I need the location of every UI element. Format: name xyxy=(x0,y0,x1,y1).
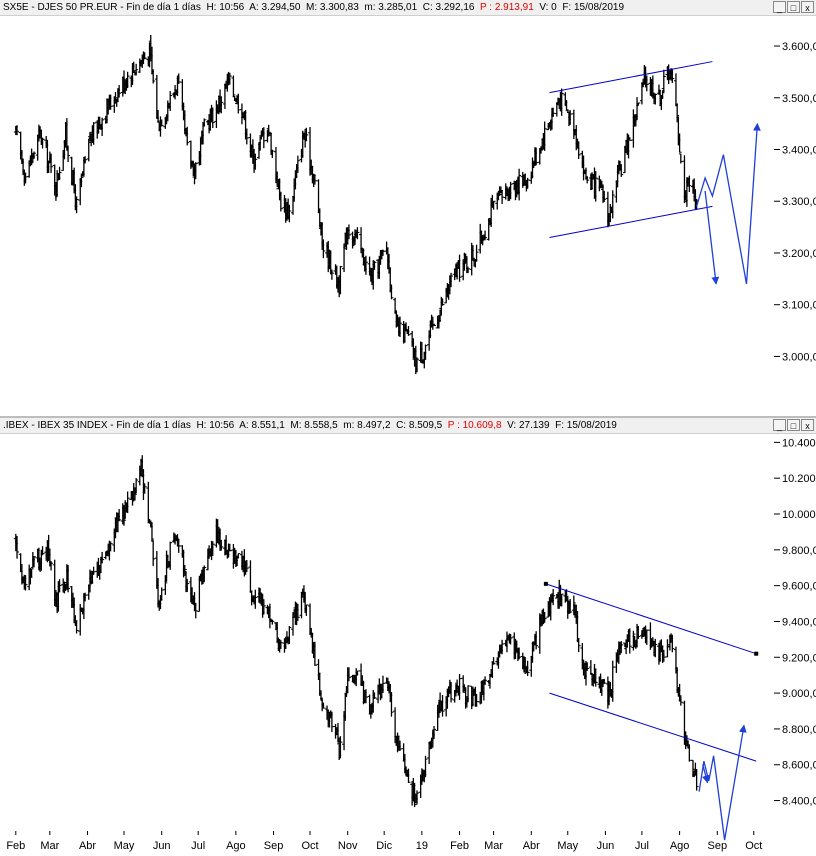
ibex-y-tick-label: 9.400,0 xyxy=(782,616,816,628)
sx5e-close-button[interactable]: x xyxy=(801,1,814,13)
ibex-bars xyxy=(14,455,699,807)
x-tick-label: Jun xyxy=(153,840,171,852)
ibex-y-tick-label: 8.400,0 xyxy=(782,796,816,808)
ibex-maximize-button[interactable]: □ xyxy=(787,419,800,431)
ibex-channel-anchor-end xyxy=(754,652,758,656)
ibex-channel-anchor-start xyxy=(544,582,548,586)
x-tick-label: Abr xyxy=(79,840,96,852)
x-tick-label: May xyxy=(114,840,135,852)
sx5e-minimize-button[interactable]: _ xyxy=(773,1,786,13)
sx5e-header: SX5E - DJES 50 PR.EUR - Fin de día 1 día… xyxy=(0,0,816,16)
sx5e-y-tick-label: 3.500,00 xyxy=(782,93,816,105)
sx5e-y-tick-label: 3.600,00 xyxy=(782,41,816,53)
ibex-header-text: .IBEX - IBEX 35 INDEX - Fin de día 1 día… xyxy=(3,418,617,433)
sx5e-y-tick-label: 3.400,00 xyxy=(782,145,816,157)
sx5e-y-tick-label: 3.300,00 xyxy=(782,196,816,208)
ibex-minimize-button[interactable]: _ xyxy=(773,419,786,431)
ibex-y-tick-label: 9.600,0 xyxy=(782,581,816,593)
ibex-y-tick-label: 9.800,0 xyxy=(782,545,816,557)
sx5e-maximize-button[interactable]: □ xyxy=(787,1,800,13)
x-tick-label: Jun xyxy=(597,840,615,852)
ibex-y-tick-label: 9.200,0 xyxy=(782,652,816,664)
x-tick-label: Dic xyxy=(376,840,392,852)
sx5e-projection-a xyxy=(697,124,758,284)
ibex-y-tick-label: 10.400,0 xyxy=(782,437,816,449)
sx5e-channel-lower xyxy=(550,206,713,237)
x-tick-label: Nov xyxy=(338,840,358,852)
x-tick-label: Jul xyxy=(635,840,649,852)
ibex-projection-a xyxy=(699,725,744,840)
ibex-panel: .IBEX - IBEX 35 INDEX - Fin de día 1 día… xyxy=(0,416,816,856)
ibex-y-tick-label: 10.200,0 xyxy=(782,473,816,485)
x-tick-label: Abr xyxy=(523,840,540,852)
sx5e-y-tick-label: 3.100,00 xyxy=(782,300,816,312)
sx5e-y-tick-label: 3.000,00 xyxy=(782,351,816,363)
sx5e-bars xyxy=(14,35,699,374)
ibex-chart[interactable]: 10.400,0 10.200,0 10.000,0 9.800,0 9.600,0 9.… xyxy=(0,433,816,853)
ibex-y-tick-label: 8.800,0 xyxy=(782,724,816,736)
x-tick-label: Oct xyxy=(301,840,318,852)
x-tick-label: Mar xyxy=(484,840,503,852)
x-tick-label: Oct xyxy=(745,840,762,852)
x-tick-label: Feb xyxy=(450,840,469,852)
x-tick-label: Feb xyxy=(6,840,25,852)
ibex-y-tick-label: 10.000,0 xyxy=(782,509,816,521)
sx5e-channel-upper xyxy=(550,62,713,93)
sx5e-header-text: SX5E - DJES 50 PR.EUR - Fin de día 1 día… xyxy=(3,0,624,15)
ibex-header: .IBEX - IBEX 35 INDEX - Fin de día 1 día… xyxy=(0,418,816,434)
x-tick-label: Sep xyxy=(708,840,728,852)
x-tick-label: Sep xyxy=(264,840,284,852)
x-tick-label: Jul xyxy=(191,840,205,852)
ibex-y-tick-label: 8.600,0 xyxy=(782,760,816,772)
x-tick-label: Ago xyxy=(226,840,246,852)
ibex-close-button[interactable]: x xyxy=(801,419,814,431)
x-tick-label: 19 xyxy=(416,840,428,852)
x-tick-label: Mar xyxy=(40,840,59,852)
x-tick-label: Ago xyxy=(670,840,690,852)
x-tick-label: May xyxy=(557,840,578,852)
sx5e-y-tick-label: 3.200,00 xyxy=(782,248,816,260)
sx5e-panel: SX5E - DJES 50 PR.EUR - Fin de día 1 día… xyxy=(0,0,816,413)
sx5e-chart[interactable]: 3.600,00 3.500,00 3.400,00 3.300,00 3.200,00… xyxy=(0,15,816,413)
ibex-y-tick-label: 9.000,0 xyxy=(782,688,816,700)
sx5e-projection-b xyxy=(705,191,716,284)
ibex-channel-lower xyxy=(550,693,757,761)
